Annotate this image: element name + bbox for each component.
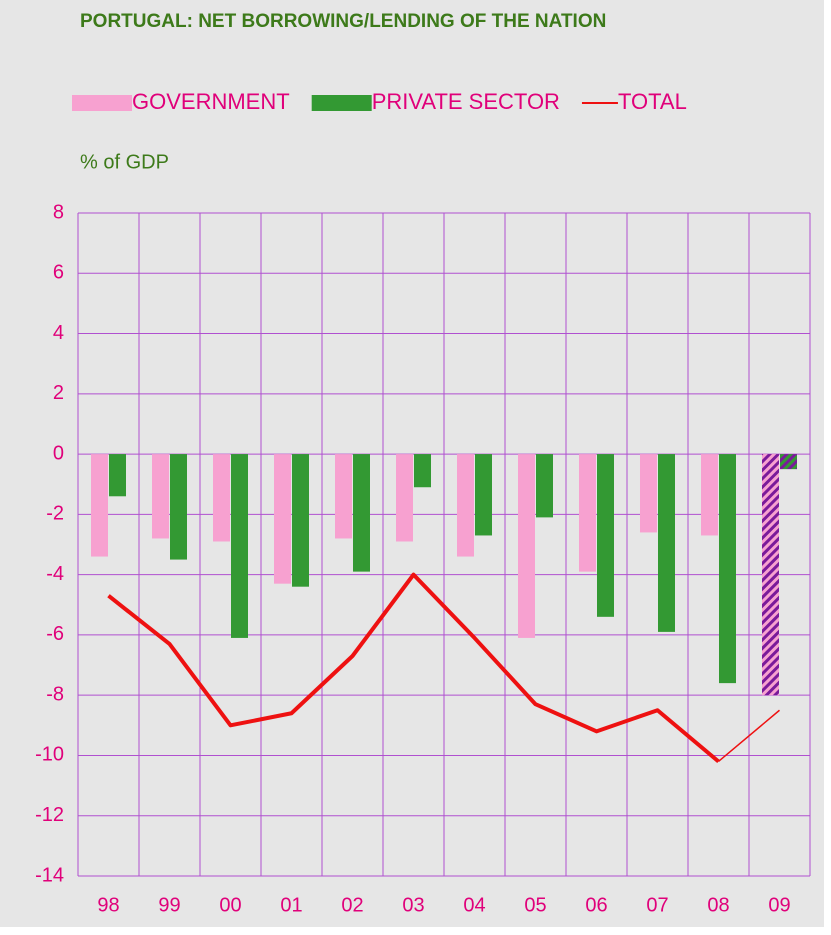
y-tick-label: -2 bbox=[46, 503, 64, 525]
x-tick-label: 01 bbox=[280, 894, 302, 916]
x-tick-label: 06 bbox=[585, 894, 607, 916]
bar bbox=[152, 454, 169, 539]
chart-title: PORTUGAL: NET BORROWING/LENDING OF THE N… bbox=[80, 11, 606, 32]
y-tick-label: 0 bbox=[53, 442, 64, 464]
bar bbox=[457, 454, 474, 557]
y-tick-label: 2 bbox=[53, 382, 64, 404]
y-tick-label: -8 bbox=[46, 683, 64, 705]
x-tick-label: 09 bbox=[768, 894, 790, 916]
legend-swatch bbox=[72, 95, 132, 111]
y-tick-label: -4 bbox=[46, 563, 64, 585]
y-tick-label: -12 bbox=[35, 804, 64, 826]
bar bbox=[658, 454, 675, 632]
bar bbox=[170, 454, 187, 560]
bar bbox=[579, 454, 596, 572]
legend: GOVERNMENT PRIVATE SECTOR TOTAL bbox=[72, 89, 687, 114]
bar bbox=[536, 454, 553, 518]
y-tick-label: -10 bbox=[35, 744, 64, 766]
x-tick-label: 99 bbox=[158, 894, 180, 916]
legend-swatch bbox=[311, 95, 372, 111]
bar bbox=[597, 454, 614, 617]
bar bbox=[475, 454, 492, 536]
bar bbox=[701, 454, 718, 536]
bar bbox=[762, 454, 779, 696]
line-forecast bbox=[718, 709, 780, 763]
bar bbox=[414, 454, 431, 488]
x-tick-label: 98 bbox=[97, 894, 119, 916]
x-tick-label: 02 bbox=[341, 894, 363, 916]
x-tick-label: 07 bbox=[646, 894, 668, 916]
bar bbox=[91, 454, 108, 557]
bar bbox=[213, 454, 230, 542]
x-tick-label: 03 bbox=[402, 894, 424, 916]
y-tick-label: -6 bbox=[46, 623, 64, 645]
line bbox=[107, 572, 720, 764]
y-axis-label: % of GDP bbox=[80, 151, 169, 173]
y-tick-label: 6 bbox=[53, 262, 64, 284]
bar bbox=[292, 454, 309, 587]
legend-label: PRIVATE SECTOR bbox=[372, 89, 560, 114]
bar bbox=[353, 454, 370, 572]
x-tick-label: 00 bbox=[219, 894, 241, 916]
y-tick-label: 4 bbox=[53, 322, 64, 344]
bar bbox=[396, 454, 413, 542]
bar bbox=[518, 454, 535, 638]
y-tick-label: 8 bbox=[53, 201, 64, 223]
bar bbox=[274, 454, 291, 584]
x-tick-label: 04 bbox=[463, 894, 485, 916]
bar bbox=[640, 454, 657, 533]
bar bbox=[719, 454, 736, 684]
bar bbox=[780, 454, 797, 470]
x-tick-label: 08 bbox=[707, 894, 729, 916]
legend-label: TOTAL bbox=[618, 89, 687, 114]
y-tick-label: -14 bbox=[35, 864, 64, 886]
bar bbox=[335, 454, 352, 539]
bar bbox=[231, 454, 248, 638]
x-tick-label: 05 bbox=[524, 894, 546, 916]
bar bbox=[109, 454, 126, 497]
legend-label: GOVERNMENT bbox=[132, 89, 290, 114]
